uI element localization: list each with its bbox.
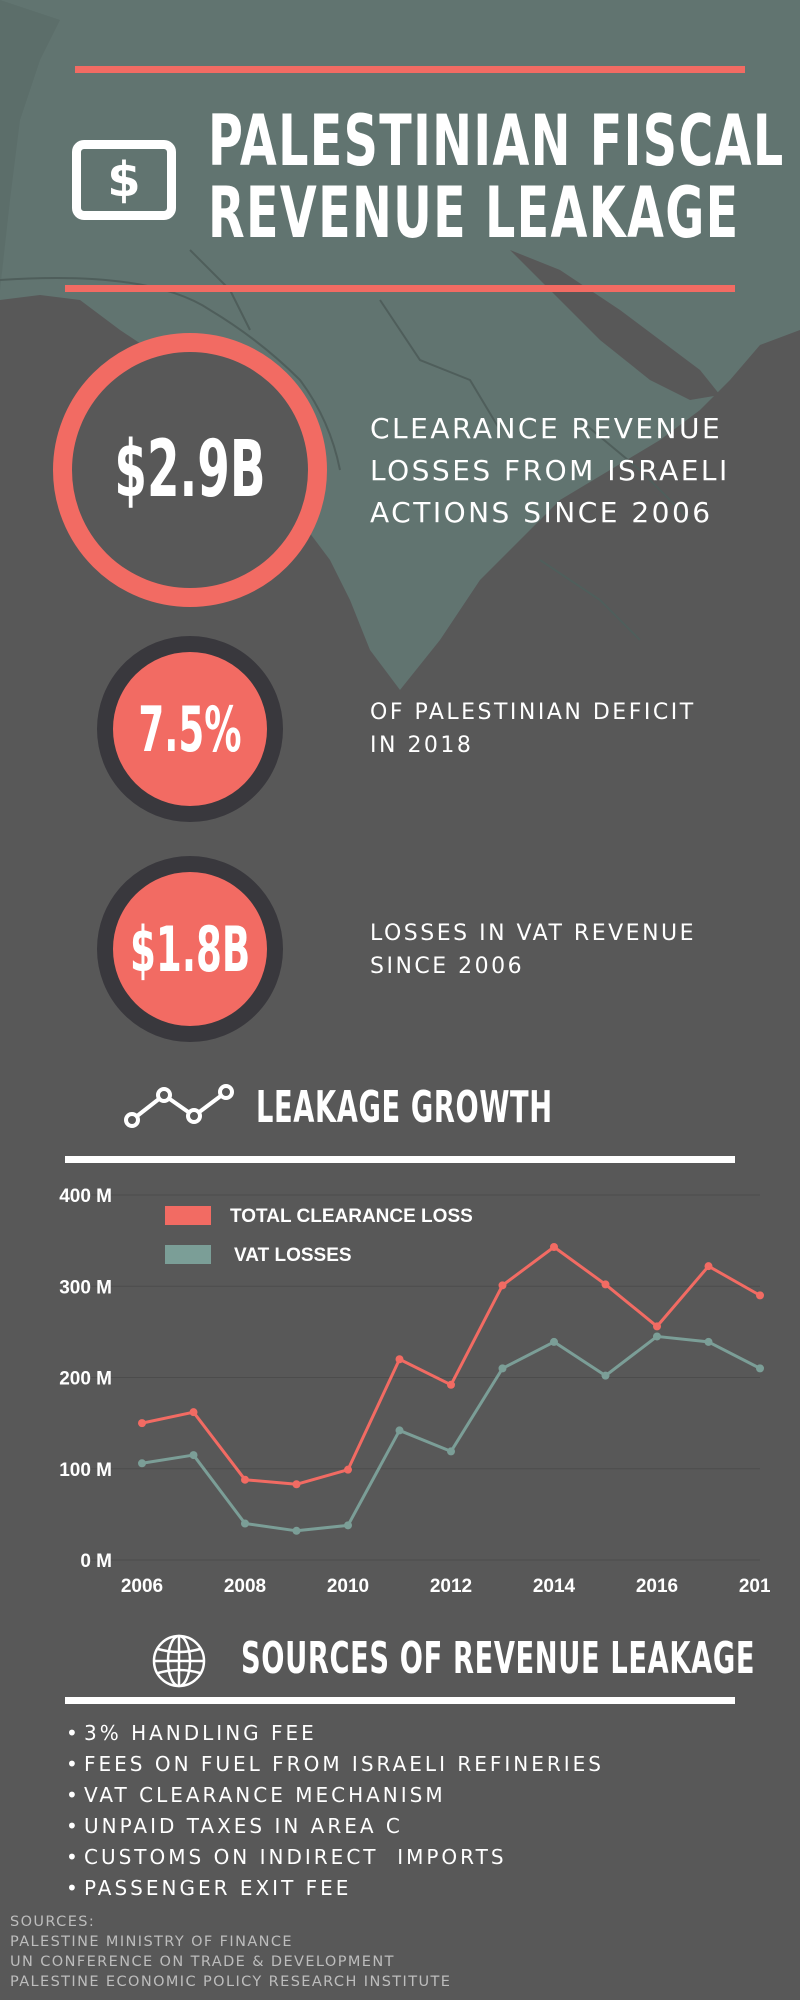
- x-tick-label: 2014: [533, 1576, 576, 1597]
- stat-text-clearance: CLEARANCE REVENUE LOSSES FROM ISRAELI AC…: [370, 408, 730, 534]
- sources-footer: SOURCES: PALESTINE MINISTRY OF FINANCE U…: [10, 1912, 451, 1992]
- legend-label: TOTAL CLEARANCE LOSS: [230, 1206, 473, 1227]
- data-point: [189, 1408, 198, 1417]
- stat-text-line: LOSSES FROM ISRAELI: [370, 454, 730, 487]
- list-item: • 3% HANDLING FEE: [66, 1718, 604, 1749]
- data-point: [292, 1526, 301, 1535]
- header-bottom-rule: [65, 285, 735, 292]
- bullet-icon: •: [66, 1783, 81, 1807]
- data-point: [138, 1419, 146, 1428]
- stat-text-line: SINCE 2006: [370, 954, 525, 979]
- data-point: [653, 1322, 661, 1331]
- page-title-line-1: PALESTINIAN FISCAL: [208, 100, 785, 182]
- stat-value-vat: $1.8B: [129, 912, 251, 986]
- data-point: [498, 1281, 507, 1290]
- x-tick-label: 2006: [121, 1576, 163, 1597]
- data-point: [292, 1480, 301, 1489]
- list-item: • PASSENGER EXIT FEE: [66, 1873, 604, 1904]
- y-tick-label: 300 M: [59, 1277, 112, 1298]
- list-item: • UNPAID TAXES IN AREA C: [66, 1811, 604, 1842]
- data-point: [550, 1337, 558, 1346]
- data-point: [498, 1364, 507, 1373]
- page-title-line-2: REVENUE LEAKAGE: [208, 172, 740, 254]
- sources-label: SOURCES:: [10, 1914, 96, 1930]
- stat-text-line: LOSSES IN VAT REVENUE: [370, 921, 697, 946]
- bullet-icon: •: [66, 1845, 81, 1869]
- data-point: [344, 1465, 352, 1474]
- data-point: [756, 1291, 764, 1300]
- x-tick-label: 2012: [430, 1576, 472, 1597]
- stat-text-deficit: OF PALESTINIAN DEFICIT IN 2018: [370, 696, 696, 762]
- source-line: PALESTINE ECONOMIC POLICY RESEARCH INSTI…: [10, 1974, 452, 1990]
- data-point: [601, 1280, 610, 1289]
- data-point: [395, 1355, 404, 1364]
- data-point: [447, 1447, 455, 1456]
- dollar-sign-icon: $: [72, 140, 176, 220]
- data-point: [189, 1451, 198, 1460]
- bullet-icon: •: [66, 1876, 81, 1900]
- list-item: • FEES ON FUEL FROM ISRAELI REFINERIES: [66, 1749, 604, 1780]
- series-line: [141, 1334, 761, 1533]
- data-point: [447, 1380, 455, 1389]
- stat-text-line: IN 2018: [370, 733, 474, 758]
- leakage-growth-heading: LEAKAGE GROWTH: [256, 1082, 553, 1133]
- y-tick-label: 400 M: [59, 1186, 112, 1207]
- legend-swatch: [165, 1245, 211, 1264]
- x-tick-label: 2016: [636, 1576, 678, 1597]
- list-item: • VAT CLEARANCE MECHANISM: [66, 1780, 604, 1811]
- bullet-icon: •: [66, 1721, 81, 1745]
- line-chart-icon: [124, 1084, 234, 1128]
- stat-value-clearance: $2.9B: [114, 425, 266, 515]
- list-item: • CUSTOMS ON INDIRECT IMPORTS: [66, 1842, 604, 1873]
- x-tick-label: 2018: [739, 1576, 770, 1597]
- sources-heading: SOURCES OF REVENUE LEAKAGE: [241, 1633, 756, 1684]
- bullet-icon: •: [66, 1814, 81, 1838]
- data-point: [704, 1337, 713, 1346]
- source-line: PALESTINE MINISTRY OF FINANCE: [10, 1934, 293, 1950]
- stat-text-vat: LOSSES IN VAT REVENUE SINCE 2006: [370, 917, 696, 983]
- data-point: [601, 1371, 610, 1380]
- stat-value-deficit: 7.5%: [138, 692, 242, 766]
- y-tick-label: 0 M: [80, 1551, 112, 1572]
- bullet-icon: •: [66, 1752, 81, 1776]
- sources-rule: [65, 1697, 735, 1704]
- data-point: [756, 1364, 764, 1373]
- stat-ring-vat: $1.8B: [97, 856, 283, 1042]
- stat-ring-clearance: $2.9B: [53, 333, 327, 607]
- data-point: [241, 1475, 249, 1484]
- stat-text-line: CLEARANCE REVENUE: [370, 412, 723, 445]
- x-tick-label: 2008: [224, 1576, 266, 1597]
- source-line: UN CONFERENCE ON TRADE & DEVELOPMENT: [10, 1954, 395, 1970]
- data-point: [344, 1521, 352, 1530]
- x-tick-label: 2010: [327, 1576, 369, 1597]
- stat-text-line: ACTIONS SINCE 2006: [370, 496, 713, 529]
- data-point: [241, 1519, 249, 1528]
- leakage-line-chart: 0 M 100 M 200 M 300 M 400 M 2006 2008 2010 2012 2…: [59, 1186, 770, 1597]
- legend-swatch: [165, 1206, 211, 1225]
- y-tick-label: 200 M: [59, 1369, 112, 1390]
- growth-rule: [65, 1156, 735, 1163]
- leakage-sources-list: • 3% HANDLING FEE • FEES ON FUEL FROM ISRA…: [66, 1718, 604, 1904]
- data-point: [138, 1459, 146, 1468]
- data-point: [550, 1243, 558, 1252]
- stat-text-line: OF PALESTINIAN DEFICIT: [370, 700, 696, 725]
- legend-label: VAT LOSSES: [234, 1245, 352, 1266]
- data-point: [395, 1426, 404, 1435]
- stat-ring-deficit: 7.5%: [97, 636, 283, 822]
- page-title: PALESTINIAN FISCAL REVENUE LEAKAGE: [208, 105, 800, 249]
- header-top-rule: [75, 66, 745, 73]
- globe-icon: [152, 1634, 206, 1688]
- y-tick-label: 100 M: [59, 1460, 112, 1481]
- data-point: [704, 1262, 713, 1271]
- data-point: [653, 1332, 661, 1341]
